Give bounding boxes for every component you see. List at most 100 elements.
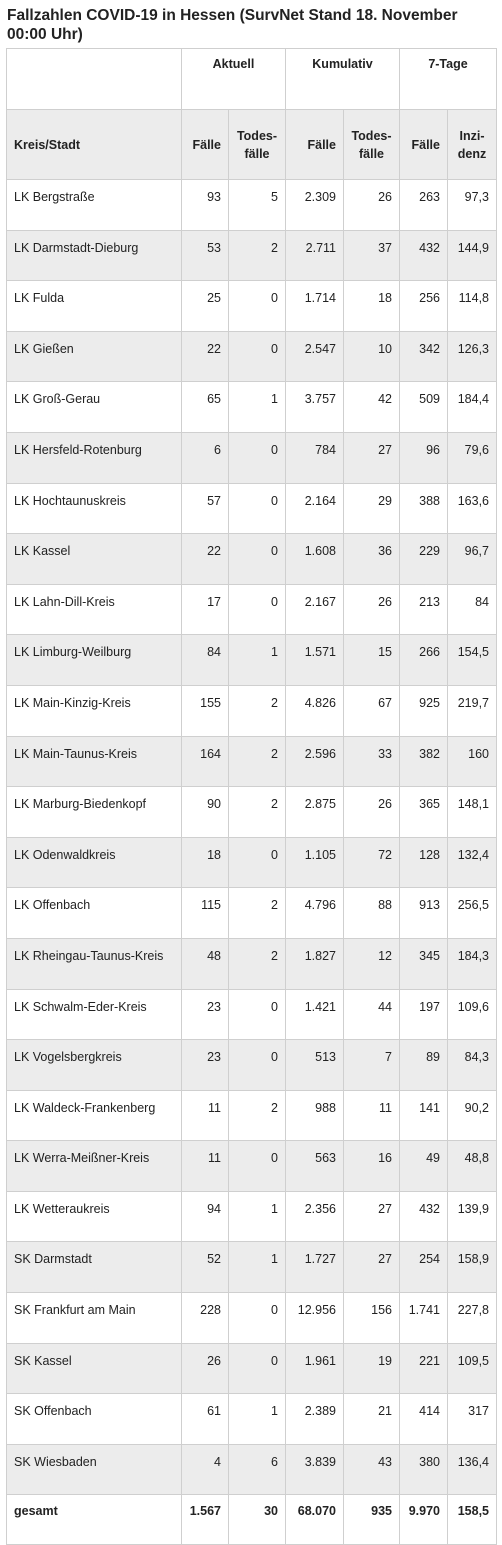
cell-kumulativ-faelle: 2.596: [285, 735, 344, 788]
cell-kumulativ-todesfaelle: 26: [343, 583, 400, 636]
total-kumulativ-faelle: 68.070: [285, 1494, 344, 1545]
header-line-2: fälle: [244, 146, 270, 161]
cell-7-tage-inzidenz: 139,9: [447, 1190, 497, 1243]
cell-kumulativ-todesfaelle: 29: [343, 482, 400, 535]
cell-kumulativ-faelle: 1.727: [285, 1241, 344, 1294]
cell-aktuell-todesfaelle: 0: [228, 1342, 286, 1395]
total-row: gesamt 1.567 30 68.070 935 9.970 158,5: [6, 1494, 497, 1545]
cell-kumulativ-faelle: 4.796: [285, 887, 344, 939]
cell-aktuell-todesfaelle: 2: [228, 887, 286, 939]
cell-aktuell-todesfaelle: 2: [228, 1089, 286, 1142]
cell-7-tage-inzidenz: 136,4: [447, 1443, 497, 1496]
cell-7-tage-faelle: 49: [399, 1140, 448, 1192]
cell-7-tage-inzidenz: 163,6: [447, 482, 497, 535]
cell-kumulativ-todesfaelle: 67: [343, 684, 400, 737]
table-row: LK Waldeck-Frankenberg 11 2 988 11 141 90,2: [6, 1089, 497, 1142]
group-header-7-tage: 7-Tage: [399, 48, 497, 110]
cell-7-tage-inzidenz: 132,4: [447, 836, 497, 889]
cell-kreis: SK Offenbach: [6, 1393, 182, 1445]
cell-7-tage-inzidenz: 317: [447, 1393, 497, 1445]
cell-kumulativ-faelle: 563: [285, 1140, 344, 1192]
table-row: SK Offenbach 61 1 2.389 21 414 317: [6, 1393, 497, 1445]
cell-kumulativ-faelle: 3.839: [285, 1443, 344, 1496]
cell-kumulativ-todesfaelle: 33: [343, 735, 400, 788]
cell-aktuell-todesfaelle: 5: [228, 179, 286, 231]
cell-aktuell-faelle: 90: [181, 786, 229, 838]
cell-aktuell-faelle: 6: [181, 431, 229, 484]
cell-aktuell-todesfaelle: 0: [228, 1292, 286, 1344]
cell-aktuell-todesfaelle: 1: [228, 1190, 286, 1243]
table-row: SK Wiesbaden 4 6 3.839 43 380 136,4: [6, 1443, 497, 1496]
cell-kreis: LK Hochtaunuskreis: [6, 482, 182, 535]
cell-7-tage-faelle: 221: [399, 1342, 448, 1395]
cell-kumulativ-faelle: 988: [285, 1089, 344, 1142]
cell-kumulativ-faelle: 1.714: [285, 280, 344, 332]
table-row: SK Kassel 26 0 1.961 19 221 109,5: [6, 1342, 497, 1395]
cell-7-tage-faelle: 1.741: [399, 1292, 448, 1344]
cell-kumulativ-todesfaelle: 36: [343, 533, 400, 585]
cell-7-tage-inzidenz: 158,9: [447, 1241, 497, 1294]
cell-kumulativ-faelle: 1.961: [285, 1342, 344, 1395]
cell-kumulativ-faelle: 2.875: [285, 786, 344, 838]
cell-kumulativ-todesfaelle: 88: [343, 887, 400, 939]
column-header-kreis: Kreis/Stadt: [6, 109, 182, 180]
cell-kreis: LK Schwalm-Eder-Kreis: [6, 988, 182, 1041]
cell-kreis: LK Vogelsbergkreis: [6, 1039, 182, 1091]
cell-7-tage-faelle: 432: [399, 229, 448, 282]
cell-kumulativ-todesfaelle: 27: [343, 1241, 400, 1294]
cell-kreis: LK Main-Kinzig-Kreis: [6, 684, 182, 737]
cell-aktuell-faelle: 84: [181, 634, 229, 686]
cell-kumulativ-faelle: 2.164: [285, 482, 344, 535]
cell-kumulativ-faelle: 1.421: [285, 988, 344, 1041]
cell-aktuell-faelle: 22: [181, 533, 229, 585]
cell-kreis: LK Waldeck-Frankenberg: [6, 1089, 182, 1142]
cell-7-tage-faelle: 382: [399, 735, 448, 788]
column-header-aktuell-todesfaelle: Todes-fälle: [228, 109, 286, 180]
table-row: LK Offenbach 115 2 4.796 88 913 256,5: [6, 887, 497, 939]
table-row: LK Werra-Meißner-Kreis 11 0 563 16 49 48,8: [6, 1140, 497, 1192]
cell-7-tage-inzidenz: 48,8: [447, 1140, 497, 1192]
cell-kreis: LK Gießen: [6, 330, 182, 383]
cell-kreis: LK Limburg-Weilburg: [6, 634, 182, 686]
cell-kreis: LK Wetteraukreis: [6, 1190, 182, 1243]
cell-kreis: LK Werra-Meißner-Kreis: [6, 1140, 182, 1192]
column-header-7-tage-inzidenz: Inzi-denz: [447, 109, 497, 180]
cell-aktuell-todesfaelle: 0: [228, 836, 286, 889]
cell-aktuell-faelle: 26: [181, 1342, 229, 1395]
cell-aktuell-todesfaelle: 1: [228, 1393, 286, 1445]
cell-7-tage-inzidenz: 144,9: [447, 229, 497, 282]
cell-aktuell-todesfaelle: 1: [228, 381, 286, 433]
table-row: SK Darmstadt 52 1 1.727 27 254 158,9: [6, 1241, 497, 1294]
group-header-row: Aktuell Kumulativ 7-Tage: [6, 48, 497, 110]
cell-kreis: LK Marburg-Biedenkopf: [6, 786, 182, 838]
cell-aktuell-faelle: 23: [181, 1039, 229, 1091]
cell-kumulativ-faelle: 2.167: [285, 583, 344, 636]
cell-kumulativ-faelle: 4.826: [285, 684, 344, 737]
table-row: LK Bergstraße 93 5 2.309 26 263 97,3: [6, 179, 497, 231]
table-body: LK Bergstraße 93 5 2.309 26 263 97,3 LK Darmsta…: [6, 179, 497, 1496]
cell-kumulativ-faelle: 1.571: [285, 634, 344, 686]
cell-kreis: SK Wiesbaden: [6, 1443, 182, 1496]
table-row: LK Groß-Gerau 65 1 3.757 42 509 184,4: [6, 381, 497, 433]
cell-kumulativ-todesfaelle: 27: [343, 431, 400, 484]
table-row: LK Hersfeld-Rotenburg 6 0 784 27 96 79,6: [6, 431, 497, 484]
cell-7-tage-faelle: 96: [399, 431, 448, 484]
cell-kumulativ-faelle: 1.608: [285, 533, 344, 585]
table-row: LK Marburg-Biedenkopf 90 2 2.875 26 365 148,1: [6, 786, 497, 838]
header-line-1: Inzi-: [459, 128, 485, 143]
cell-kumulativ-todesfaelle: 72: [343, 836, 400, 889]
cell-aktuell-todesfaelle: 2: [228, 684, 286, 737]
cell-aktuell-todesfaelle: 0: [228, 533, 286, 585]
cell-aktuell-faelle: 65: [181, 381, 229, 433]
cell-kreis: LK Hersfeld-Rotenburg: [6, 431, 182, 484]
cell-kreis: LK Offenbach: [6, 887, 182, 939]
cell-aktuell-faelle: 61: [181, 1393, 229, 1445]
cell-7-tage-faelle: 913: [399, 887, 448, 939]
cell-aktuell-todesfaelle: 0: [228, 583, 286, 636]
cell-aktuell-faelle: 18: [181, 836, 229, 889]
cell-kumulativ-faelle: 1.827: [285, 937, 344, 990]
cell-aktuell-todesfaelle: 0: [228, 280, 286, 332]
cell-aktuell-faelle: 48: [181, 937, 229, 990]
cell-7-tage-faelle: 432: [399, 1190, 448, 1243]
cell-7-tage-faelle: 256: [399, 280, 448, 332]
